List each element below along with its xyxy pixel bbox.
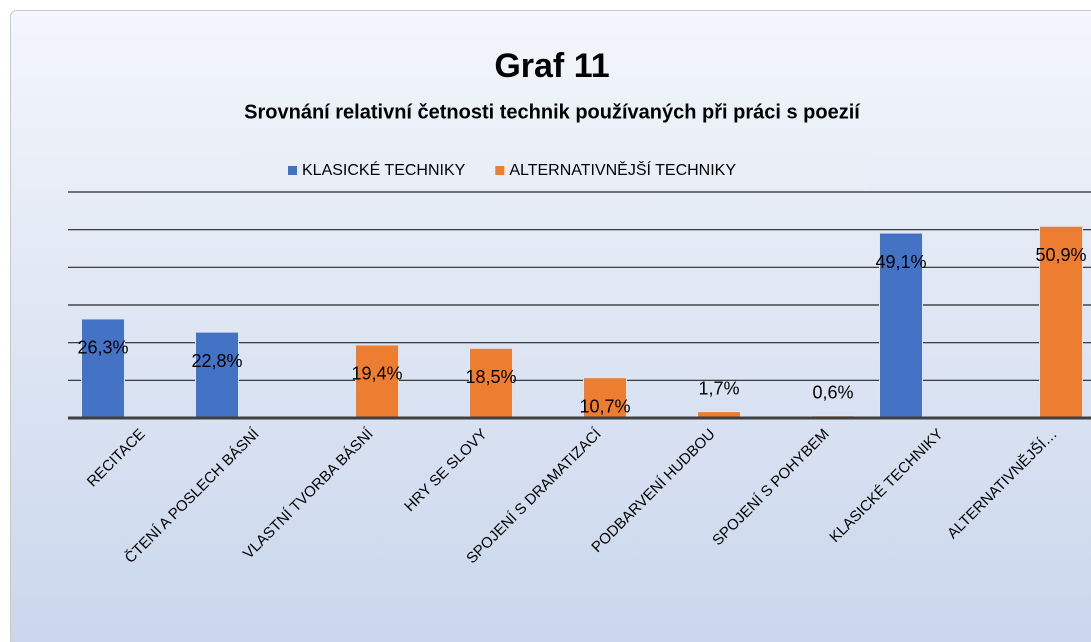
data-label: 0,6%	[812, 382, 853, 402]
bar	[583, 377, 627, 419]
legend-swatch	[288, 166, 297, 175]
bar	[355, 344, 399, 419]
bar	[879, 232, 923, 419]
chart-title: Graf 11	[494, 47, 609, 85]
data-label: 1,7%	[698, 378, 739, 398]
legend-swatch	[495, 166, 505, 175]
legend-background	[240, 153, 868, 189]
data-label: 19,4%	[351, 364, 402, 384]
data-label: 26,3%	[77, 338, 128, 358]
data-label: 18,5%	[465, 367, 516, 387]
chart-subtitle: Srovnání relativní četnosti technik použ…	[244, 101, 861, 123]
data-label: 10,7%	[579, 396, 630, 416]
data-label: 22,8%	[191, 351, 242, 371]
data-label: 49,1%	[875, 252, 926, 272]
legend-label: ALTERNATIVNĚJŠÍ TECHNIKY	[509, 160, 736, 179]
bar	[195, 331, 239, 419]
bar	[81, 318, 125, 419]
legend-label: KLASICKÉ TECHNIKY	[302, 160, 466, 179]
data-label: 50,9%	[1035, 245, 1086, 265]
